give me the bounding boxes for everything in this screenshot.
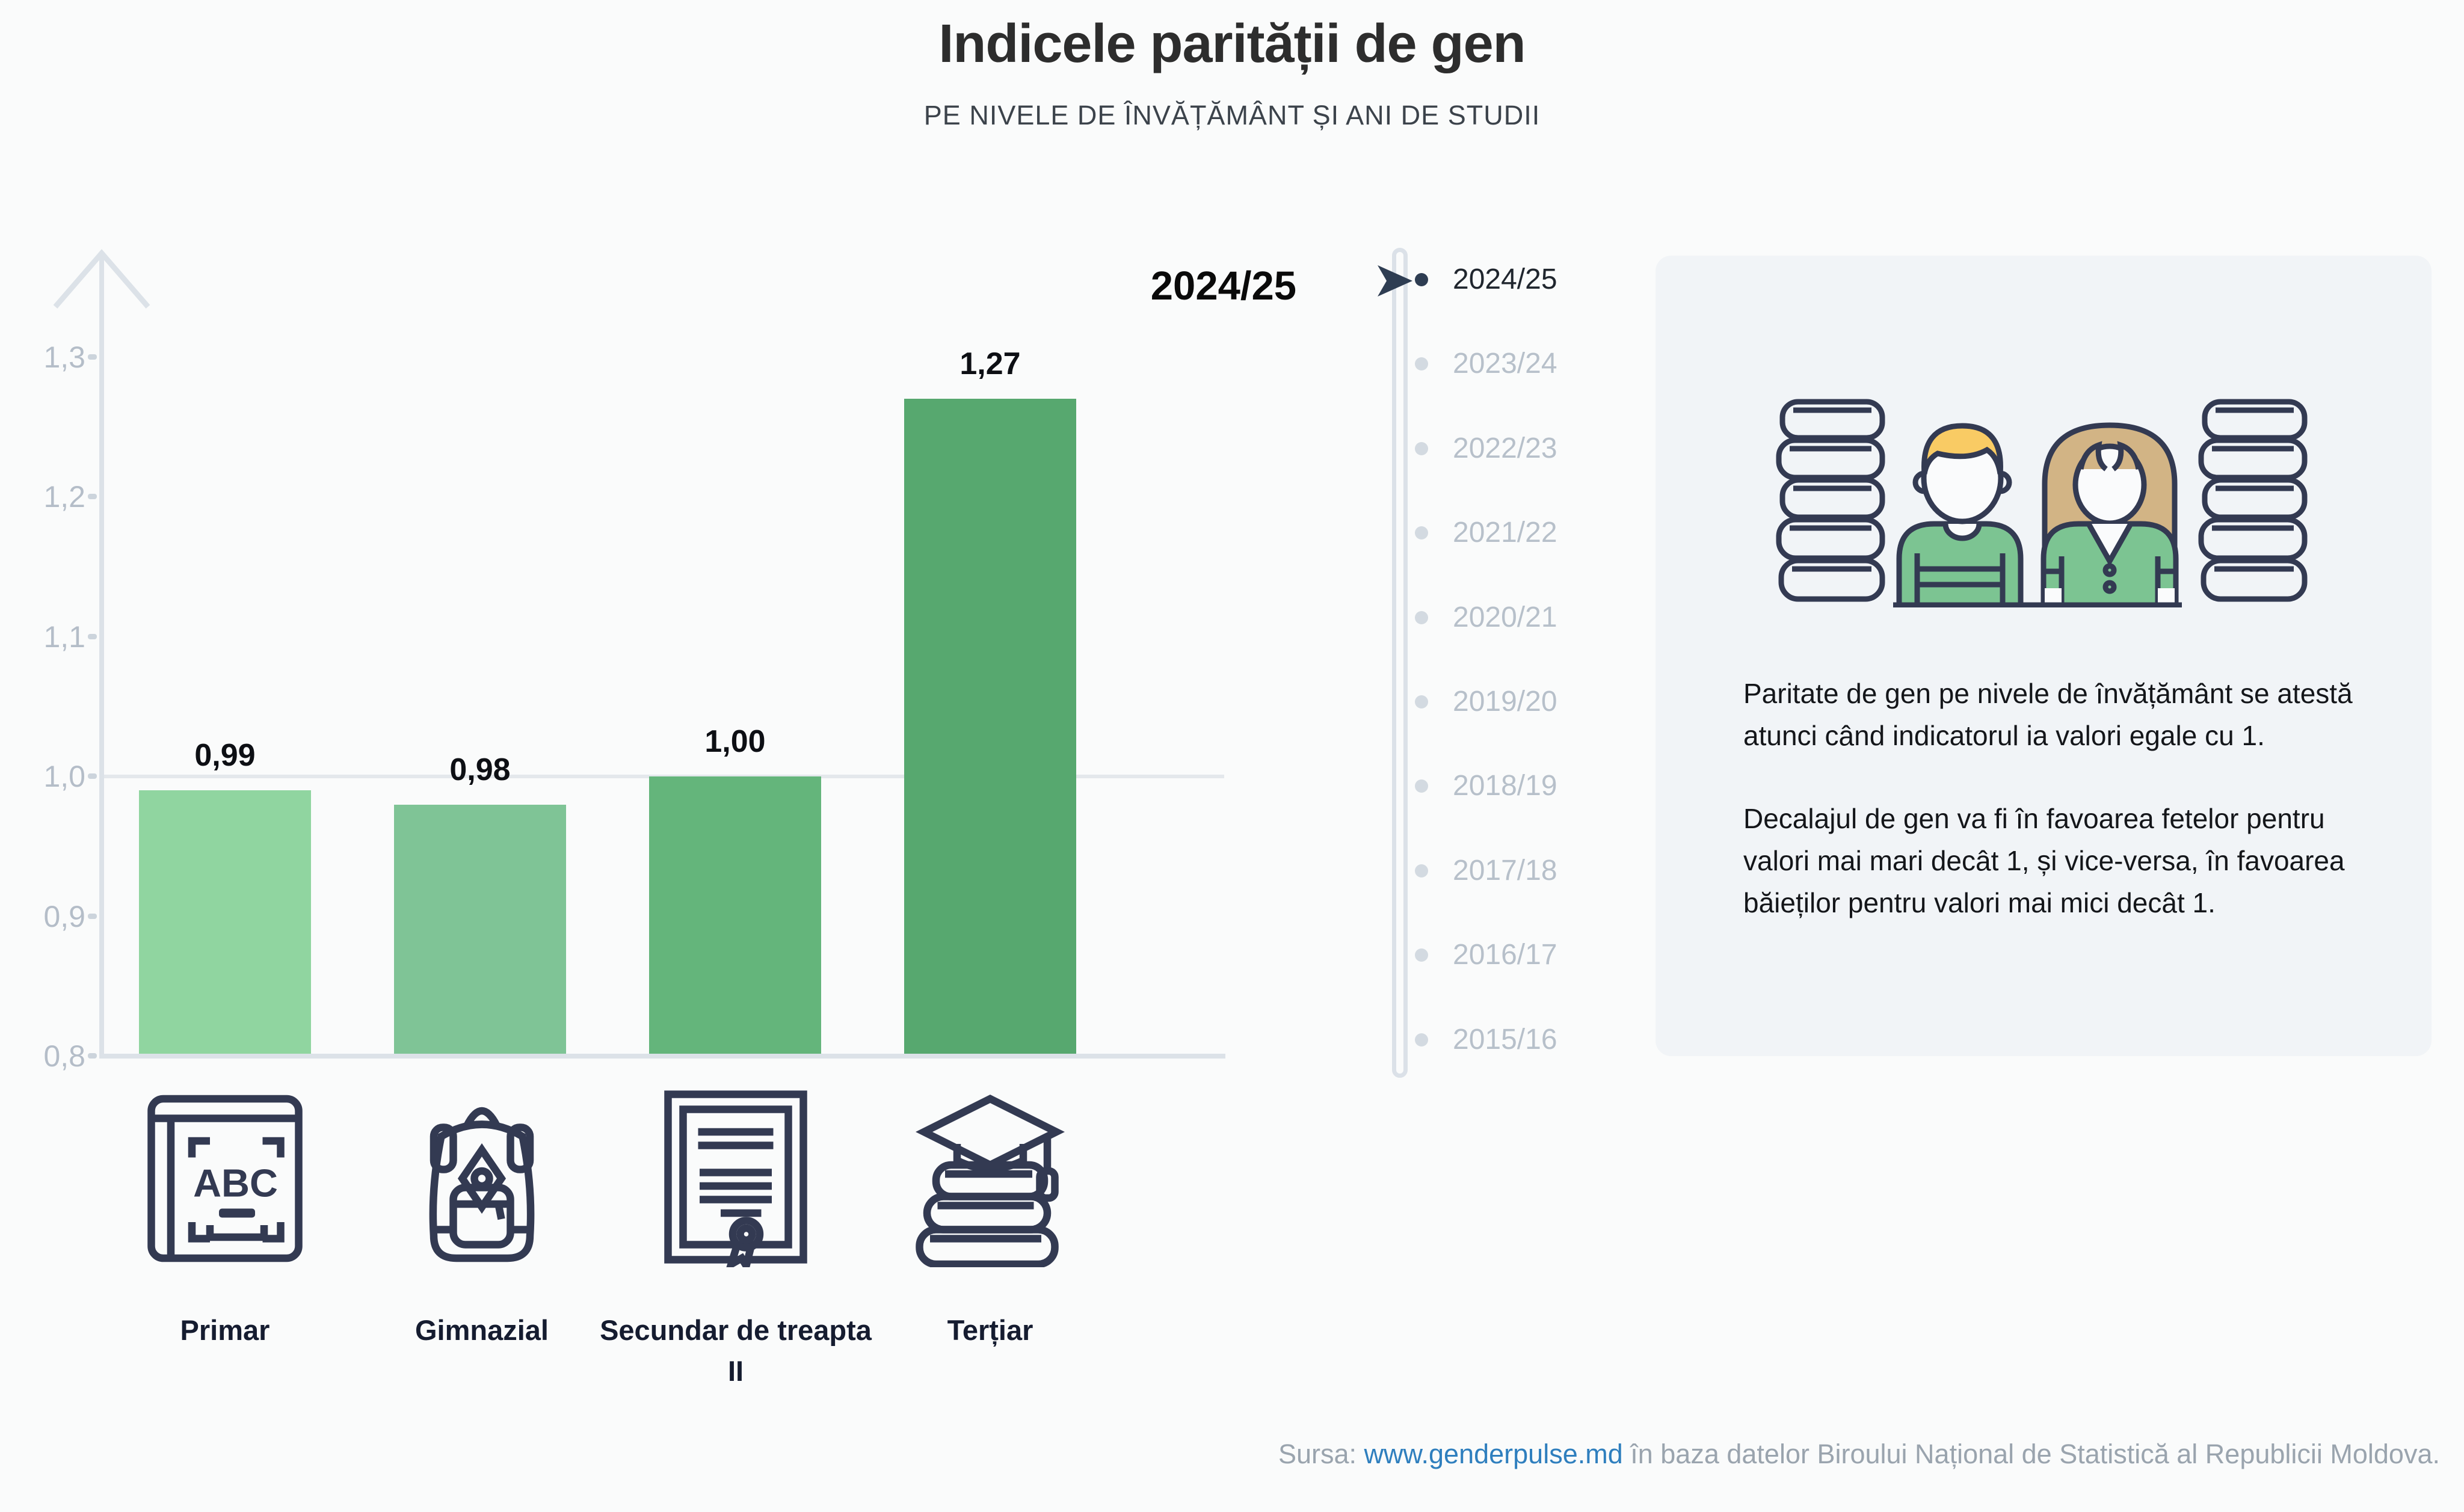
bar-value-label: 1,27 [959, 346, 1021, 382]
source-line: Sursa: www.genderpulse.md în baza datelo… [1278, 1439, 2440, 1470]
selected-year-label: 2024/25 [1150, 263, 1296, 309]
timeline-year-2023-24[interactable]: 2023/24 [1453, 348, 1557, 380]
book-stack-left [1776, 399, 1885, 602]
timeline-dot-2021-22[interactable] [1415, 526, 1428, 540]
bar-value-label: 0,98 [449, 752, 511, 787]
page-title: Indicele parității de gen [938, 14, 1526, 74]
page-subtitle: PE NIVELE DE ÎNVĂȚĂMÂNT ȘI ANI DE STUDII [923, 100, 1541, 131]
y-tick-mark [88, 913, 97, 919]
info-paragraph-1: Paritate de gen pe nivele de învățământ … [1743, 678, 2353, 751]
timeline-year-2022-23[interactable]: 2022/23 [1453, 432, 1557, 464]
y-tick-mark [88, 354, 97, 360]
bar-gimnazial[interactable] [394, 804, 566, 1056]
timeline-track [1392, 248, 1408, 1078]
category-label-primar: Primar [180, 1314, 270, 1346]
abc-book-icon: ABC [123, 1078, 327, 1276]
y-tick-mark [88, 773, 97, 779]
timeline-year-2017-18[interactable]: 2017/18 [1453, 854, 1557, 887]
timeline-year-2024-25[interactable]: 2024/25 [1453, 263, 1557, 295]
timeline-year-2020-21[interactable]: 2020/21 [1453, 601, 1557, 633]
timeline-dot-2022-23[interactable] [1415, 441, 1428, 455]
timeline-dot-2019-20[interactable] [1415, 695, 1428, 708]
y-tick-label: 1,2 [43, 480, 85, 514]
y-tick-label: 1,3 [43, 340, 85, 374]
y-tick-mark [88, 633, 97, 639]
backpack-icon [380, 1078, 584, 1276]
bar-value-label: 1,00 [704, 724, 766, 759]
timeline-year-2018-19[interactable]: 2018/19 [1453, 770, 1557, 802]
info-text: Paritate de gen pe nivele de învățământ … [1743, 672, 2379, 924]
timeline-year-2016-17[interactable]: 2016/17 [1453, 939, 1557, 971]
y-axis [99, 253, 104, 1056]
timeline-dot-2015-16[interactable] [1415, 1033, 1428, 1046]
y-tick-label: 0,8 [43, 1039, 85, 1073]
source-link[interactable]: www.genderpulse.md [1364, 1439, 1623, 1469]
category-label-tertiar: Terțiar [947, 1314, 1033, 1346]
y-tick-label: 1,1 [43, 619, 85, 654]
info-paragraph-2: Decalajul de gen va fi în favoarea fetel… [1743, 803, 2345, 918]
bar-value-label: 0,99 [194, 738, 256, 773]
timeline-dot-2023-24[interactable] [1415, 357, 1428, 371]
category-label-secundar: Secundar de treapta II [600, 1314, 872, 1387]
timeline-dot-2018-19[interactable] [1415, 779, 1428, 793]
source-suffix: în baza datelor Biroului Național de Sta… [1622, 1439, 2440, 1469]
timeline-dot-2020-21[interactable] [1415, 610, 1428, 624]
timeline-dot-2024-25[interactable] [1415, 273, 1428, 286]
diploma-icon [633, 1078, 838, 1276]
y-tick-mark [88, 1053, 97, 1059]
graduation-books-icon [888, 1078, 1092, 1276]
girl-figure [2040, 422, 2179, 604]
bar-secundar-de-treapta-ii[interactable] [649, 776, 821, 1056]
timeline-year-2019-20[interactable]: 2019/20 [1453, 686, 1557, 718]
timeline-dot-2016-17[interactable] [1415, 948, 1428, 962]
source-prefix: Sursa: [1278, 1439, 1364, 1469]
timeline-dot-2017-18[interactable] [1415, 864, 1428, 877]
svg-text:ABC: ABC [193, 1161, 278, 1205]
y-tick-label: 1,0 [43, 760, 85, 793]
boy-figure [1896, 423, 2024, 604]
x-axis [99, 1054, 1225, 1059]
timeline-cursor-icon [1378, 265, 1412, 297]
info-box: Paritate de gen pe nivele de învățământ … [1656, 256, 2432, 1056]
timeline-year-2021-22[interactable]: 2021/22 [1453, 517, 1557, 549]
category-label-gimnazial: Gimnazial [414, 1314, 549, 1346]
y-tick-label: 0,9 [43, 899, 85, 933]
bar-primar[interactable] [139, 790, 311, 1056]
bar-ter-iar[interactable] [904, 399, 1076, 1056]
timeline-year-2015-16[interactable]: 2015/16 [1453, 1023, 1557, 1056]
y-tick-mark [88, 494, 97, 499]
students-and-books-illustration [1776, 399, 2308, 607]
book-stack-right [2198, 399, 2308, 602]
